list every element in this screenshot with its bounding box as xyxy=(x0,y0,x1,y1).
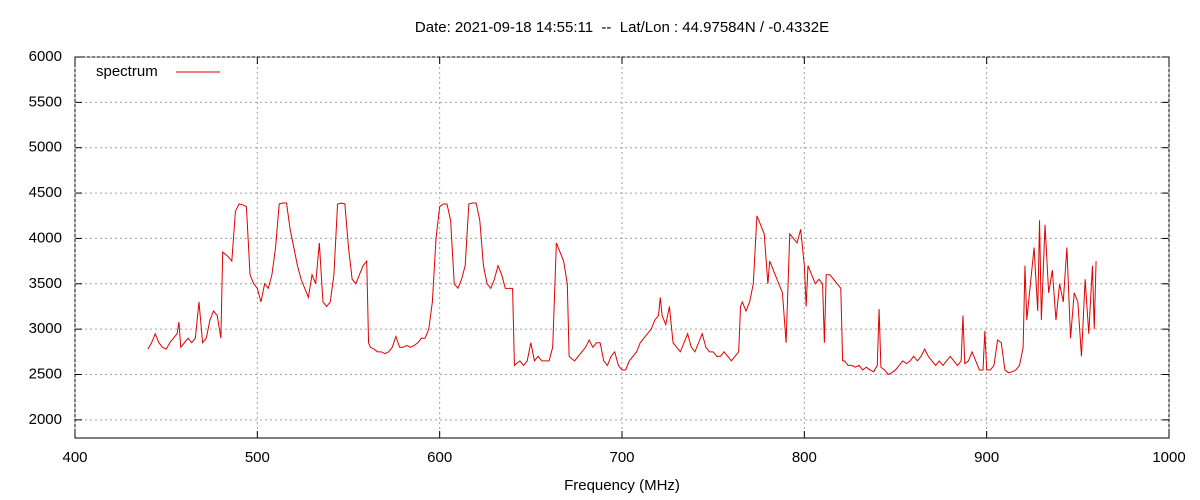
y-tick-label: 3500 xyxy=(29,275,62,292)
x-tick-label: 500 xyxy=(245,449,270,466)
y-tick-label: 2000 xyxy=(29,411,62,428)
y-tick-label: 6000 xyxy=(29,48,62,65)
y-tick-label: 4500 xyxy=(29,184,62,201)
x-tick-label: 400 xyxy=(62,449,87,466)
x-tick-label: 600 xyxy=(427,449,452,466)
y-tick-label: 5000 xyxy=(29,139,62,156)
y-tick-label: 5500 xyxy=(29,93,62,110)
y-tick-label: 3000 xyxy=(29,320,62,337)
x-axis-label: Frequency (MHz) xyxy=(564,477,680,494)
legend-label: spectrum xyxy=(96,63,158,80)
chart-title: Date: 2021-09-18 14:55:11 -- Lat/Lon : 4… xyxy=(415,19,829,36)
y-tick-label: 2500 xyxy=(29,365,62,382)
x-tick-label: 700 xyxy=(609,449,634,466)
y-tick-label: 4000 xyxy=(29,229,62,246)
x-tick-label: 1000 xyxy=(1152,449,1185,466)
x-tick-label: 900 xyxy=(974,449,999,466)
x-tick-label: 800 xyxy=(792,449,817,466)
series-line xyxy=(147,202,1097,376)
